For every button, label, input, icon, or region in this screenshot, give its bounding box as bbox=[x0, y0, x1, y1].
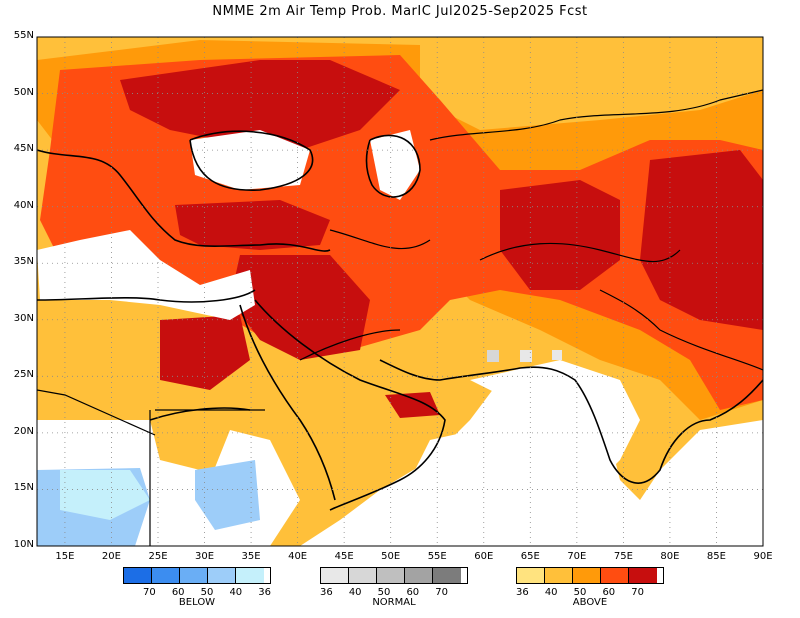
legend-tick-label: 60 bbox=[602, 587, 616, 598]
lat-label: 15N bbox=[13, 482, 34, 494]
lon-label: 30E bbox=[195, 551, 215, 562]
legend-swatch bbox=[236, 568, 264, 583]
lat-label: 40N bbox=[13, 199, 34, 211]
lon-label: 50E bbox=[381, 551, 401, 562]
legend-swatch bbox=[152, 568, 180, 583]
lat-label: 55N bbox=[13, 30, 34, 41]
legend-tick-label: 40 bbox=[348, 587, 362, 598]
legend-tick-label: 60 bbox=[171, 587, 185, 598]
mediterranean-sea bbox=[37, 230, 255, 320]
arabian-sea-white bbox=[400, 420, 560, 546]
legend-tick-label: 70 bbox=[631, 587, 644, 598]
legend-above: 36 40 50 60 70 ABOVE bbox=[516, 567, 664, 608]
legend-swatch bbox=[517, 568, 545, 583]
legend-swatch bbox=[601, 568, 629, 583]
legend-tick-label: 70 bbox=[435, 587, 448, 598]
legend-tick-label: 50 bbox=[573, 587, 587, 598]
legend-tick-label: 60 bbox=[406, 587, 420, 598]
lon-label: 85E bbox=[706, 551, 726, 562]
lon-label: 80E bbox=[660, 551, 680, 562]
lon-label: 25E bbox=[148, 551, 168, 562]
lat-label: 35N bbox=[13, 256, 34, 268]
legend-swatch bbox=[377, 568, 405, 583]
map-title: NMME 2m Air Temp Prob. MarIC Jul2025-Sep… bbox=[212, 4, 588, 19]
shade-below-36 bbox=[60, 470, 150, 520]
legend-normal-colorbar bbox=[320, 567, 468, 584]
legend-tick-label: 50 bbox=[200, 587, 214, 598]
legend-swatch bbox=[208, 568, 236, 583]
map-frame bbox=[36, 36, 764, 547]
shade-above-70-east bbox=[640, 150, 763, 330]
lon-label: 35E bbox=[241, 551, 261, 562]
shade-below-40-ethiopia bbox=[195, 460, 260, 530]
normal-shading bbox=[487, 350, 562, 362]
lon-label: 15E bbox=[55, 551, 75, 562]
lat-label: 45N bbox=[13, 143, 34, 155]
legend-swatch bbox=[405, 568, 433, 583]
legend-below-label: BELOW bbox=[178, 597, 216, 608]
legend-above-colorbar bbox=[516, 567, 664, 584]
legend-tick-label: 40 bbox=[544, 587, 558, 598]
lon-label: 60E bbox=[474, 551, 494, 562]
legend-tick-label: 36 bbox=[516, 587, 529, 598]
shade-above-70-gulf bbox=[385, 392, 440, 418]
lon-label: 70E bbox=[567, 551, 587, 562]
lat-label: 20N bbox=[13, 425, 34, 437]
lon-label: 20E bbox=[101, 551, 121, 562]
legend-swatch bbox=[349, 568, 377, 583]
lon-label: 45E bbox=[334, 551, 354, 562]
legend-tick-label: 40 bbox=[229, 587, 243, 598]
legend-below: 70 60 50 40 36 BELOW bbox=[123, 567, 271, 608]
borders bbox=[37, 89, 763, 546]
lon-label: 55E bbox=[427, 551, 447, 562]
legend-below-ticks: 70 60 50 40 36 bbox=[123, 587, 271, 598]
legend-swatch bbox=[629, 568, 657, 583]
legend-tick-label: 70 bbox=[143, 587, 156, 598]
shade-above-70-central bbox=[500, 180, 620, 290]
graticule bbox=[37, 37, 763, 546]
legend-normal: 36 40 50 60 70 NORMAL bbox=[320, 567, 468, 608]
legend-swatch bbox=[180, 568, 208, 583]
legend-below-colorbar bbox=[123, 567, 271, 584]
lat-label: 25N bbox=[13, 369, 34, 381]
legend-above-ticks: 36 40 50 60 70 bbox=[516, 587, 664, 598]
legend-tick-label: 36 bbox=[320, 587, 333, 598]
shade-above-70-north bbox=[120, 60, 400, 150]
lat-label: 10N bbox=[13, 539, 34, 550]
legend-tick-label: 36 bbox=[258, 587, 271, 598]
legend-swatch bbox=[124, 568, 152, 583]
legend-normal-label: NORMAL bbox=[372, 597, 416, 608]
shade-above-70-mideast bbox=[230, 255, 370, 360]
lon-label: 75E bbox=[613, 551, 633, 562]
legend-swatch bbox=[321, 568, 349, 583]
legend-normal-ticks: 36 40 50 60 70 bbox=[320, 587, 468, 598]
shade-above-70-sahara bbox=[160, 315, 250, 390]
lat-label: 50N bbox=[13, 86, 34, 98]
legend-swatch bbox=[433, 568, 461, 583]
legend-swatch bbox=[573, 568, 601, 583]
legend-swatch bbox=[545, 568, 573, 583]
legend-above-label: ABOVE bbox=[572, 597, 608, 608]
lon-label: 90E bbox=[753, 551, 773, 562]
shade-above-70-turkey bbox=[175, 200, 330, 250]
lon-label: 65E bbox=[520, 551, 540, 562]
black-sea bbox=[190, 130, 310, 190]
caspian-sea bbox=[370, 130, 420, 200]
legend-tick-label: 50 bbox=[377, 587, 391, 598]
india-west-white bbox=[470, 360, 640, 480]
probability-map bbox=[36, 36, 764, 547]
lat-label: 30N bbox=[13, 312, 34, 324]
lon-label: 40E bbox=[288, 551, 308, 562]
